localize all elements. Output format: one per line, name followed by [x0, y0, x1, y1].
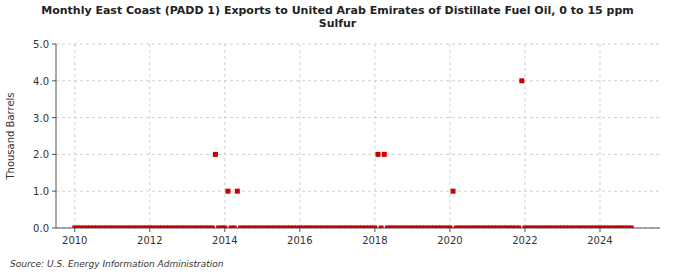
point [225, 189, 230, 194]
x-tick [74, 228, 75, 232]
x-grid-line [374, 44, 375, 228]
x-grid-line [74, 44, 75, 228]
point [235, 189, 240, 194]
point [379, 226, 384, 229]
x-tick-label: 2016 [287, 235, 312, 246]
x-tick-label: 2024 [587, 235, 612, 246]
point [232, 226, 237, 229]
point [376, 152, 381, 157]
chart: Monthly East Coast (PADD 1) Exports to U… [0, 0, 675, 275]
grid [56, 44, 660, 228]
y-tick [52, 44, 56, 45]
x-tick [599, 228, 600, 232]
x-tick [299, 228, 300, 232]
point [382, 152, 387, 157]
title-line: Sulfur [319, 17, 357, 30]
y-grid-line [56, 154, 660, 155]
axes: 0.0 1.0 2.0 3.0 4.0 5.0 2010 2012 2014 2016 2018 20… [33, 39, 660, 246]
points [72, 78, 633, 228]
y-tick [52, 191, 56, 192]
source-note: Source: U.S. Energy Information Administ… [10, 259, 224, 269]
x-grid-line [224, 44, 225, 228]
y-tick-label: 2.0 [33, 149, 49, 160]
y-axis-label: Thousand Barrels [5, 92, 16, 180]
y-tick-label: 4.0 [33, 76, 49, 87]
point [451, 189, 456, 194]
point [519, 78, 524, 83]
title-line: Monthly East Coast (PADD 1) Exports to U… [41, 4, 634, 17]
y-grid-line [56, 80, 660, 81]
y-tick-label: 0.0 [33, 223, 49, 234]
x-tick [224, 228, 225, 232]
y-tick [52, 228, 56, 229]
title: Monthly East Coast (PADD 1) Exports to U… [41, 4, 634, 30]
x-grid-line [149, 44, 150, 228]
point [629, 226, 634, 229]
y-tick [52, 117, 56, 118]
x-tick [374, 228, 375, 232]
y-grid-line [56, 191, 660, 192]
y-tick-label: 5.0 [33, 39, 49, 50]
point [210, 226, 215, 229]
point [372, 226, 377, 229]
point [516, 226, 521, 229]
x-tick [449, 228, 450, 232]
y-axis-line [56, 44, 57, 228]
y-tick [52, 80, 56, 81]
x-grid-line [599, 44, 600, 228]
y-tick-label: 3.0 [33, 113, 49, 124]
x-tick-label: 2012 [137, 235, 162, 246]
x-tick-label: 2010 [62, 235, 87, 246]
x-tick [149, 228, 150, 232]
y-grid-line [56, 44, 660, 45]
y-grid-line [56, 117, 660, 118]
x-tick-label: 2020 [437, 235, 462, 246]
y-tick [52, 154, 56, 155]
point [222, 226, 227, 229]
x-grid-line [299, 44, 300, 228]
x-grid-line [449, 44, 450, 228]
x-tick-label: 2014 [212, 235, 237, 246]
point [213, 152, 218, 157]
point [447, 226, 452, 229]
x-grid-line [524, 44, 525, 228]
x-tick-label: 2018 [362, 235, 387, 246]
y-tick-label: 1.0 [33, 186, 49, 197]
x-tick-label: 2022 [512, 235, 537, 246]
x-tick [524, 228, 525, 232]
